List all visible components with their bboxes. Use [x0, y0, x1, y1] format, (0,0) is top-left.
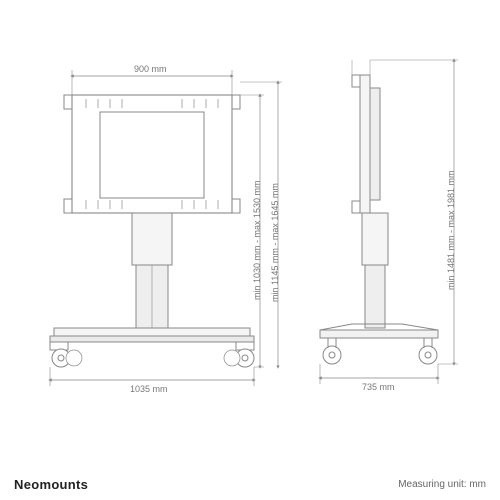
front-view	[50, 70, 282, 386]
label-top-width: 900 mm	[134, 64, 167, 74]
tech-drawing-canvas: 900 mm 1035 mm 735 mm min 1030 mm - max …	[0, 0, 500, 500]
side-view	[320, 60, 458, 384]
label-base-front: 1035 mm	[130, 384, 168, 394]
brand-logo-text: Neomounts	[14, 477, 88, 492]
label-h2: min 1145 mm - max 1645 mm	[270, 183, 280, 302]
label-base-side: 735 mm	[362, 382, 395, 392]
label-h1: min 1030 mm - max 1530 mm	[252, 180, 262, 300]
measuring-unit-note: Measuring unit: mm	[398, 479, 486, 490]
drawing-svg	[0, 0, 500, 500]
label-h-side: min 1481 mm - max 1981 mm	[446, 170, 456, 290]
